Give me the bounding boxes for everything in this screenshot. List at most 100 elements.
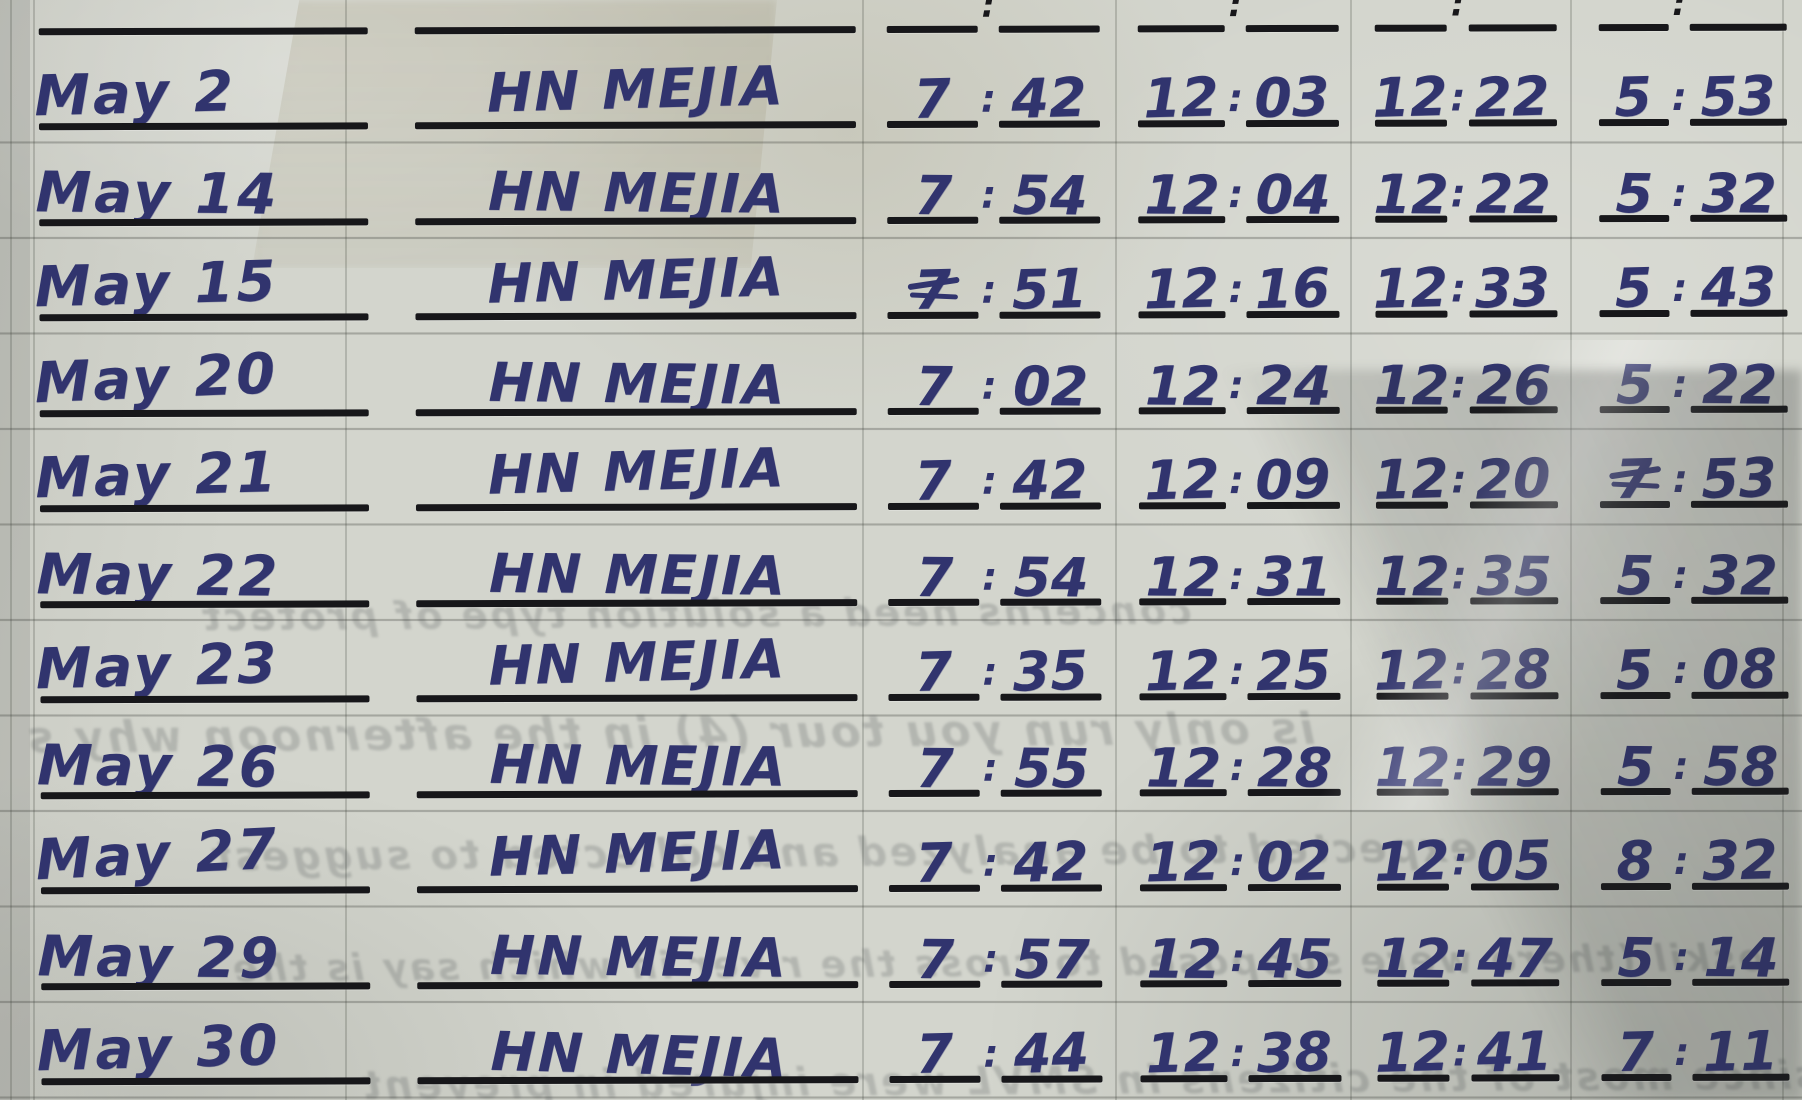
time-cell: 12 : 22 — [1349, 131, 1569, 227]
date-cell: May 29 — [1, 898, 371, 994]
minute-field: 44 — [1001, 1020, 1103, 1086]
hour-value: 12 — [1374, 1019, 1452, 1085]
colon-separator: : — [1451, 648, 1468, 693]
name-underline — [415, 503, 857, 512]
hour-field: 5 — [1599, 256, 1670, 320]
minute-field: 08 — [1691, 637, 1789, 702]
minute-value: 04 — [1255, 162, 1331, 227]
colon-separator: : — [1229, 840, 1246, 885]
hour-value: 12 — [1373, 828, 1451, 894]
minute-field: 43 — [1690, 255, 1788, 320]
minute-value: 33 — [1474, 255, 1552, 321]
hour-value: 12 — [1144, 162, 1220, 227]
minute-value: 51 — [1011, 256, 1088, 322]
colon-separator: : — [1229, 649, 1245, 694]
name-value: HN MEJIA — [489, 732, 788, 799]
hour-value: 7 — [912, 67, 952, 131]
hour-field: 12 — [1138, 447, 1226, 512]
time-cell: 5 : 22 — [1569, 322, 1801, 418]
colon-separator: : — [1673, 743, 1689, 788]
grid-vline — [862, 0, 864, 1100]
hour-field — [1374, 24, 1447, 32]
minute-field: 35 — [1470, 544, 1559, 608]
date-underline — [39, 408, 369, 417]
name-underline — [417, 980, 859, 989]
time-cell: 12 : 22 — [1349, 36, 1569, 132]
time-cell: 5 : 08 — [1570, 608, 1802, 704]
hour-field: 12 — [1373, 447, 1450, 512]
minute-value: 24 — [1255, 353, 1332, 418]
minute-value: 58 — [1702, 734, 1779, 799]
name-underline — [416, 598, 858, 607]
hour-field: 7 — [888, 640, 980, 704]
minute-value: 42 — [1012, 829, 1090, 895]
colon-separator: : — [982, 840, 999, 885]
hour-field: 12 — [1138, 162, 1226, 227]
grid-vline — [1350, 0, 1352, 1100]
colon-separator: : — [981, 0, 996, 26]
minute-value: 11 — [1701, 1019, 1779, 1084]
colon-separator: : — [1673, 647, 1689, 692]
hour-field: 5 — [1598, 65, 1669, 129]
hour-field — [1598, 23, 1669, 31]
name-value: HN MEJIA — [486, 245, 786, 316]
hour-value: 12 — [1373, 637, 1451, 703]
date-underline — [41, 981, 371, 990]
hour-value: 5 — [1615, 161, 1654, 225]
minute-field: 53 — [1690, 64, 1787, 129]
colon-separator: : — [983, 1031, 999, 1076]
time-cell: 12 : 33 — [1349, 227, 1569, 323]
hour-field: 5 — [1600, 638, 1671, 702]
time-cell: 7 : 51 — [861, 228, 1114, 324]
hour-field: 7 — [888, 831, 980, 895]
hour-field: 12 — [1374, 544, 1451, 608]
colon-separator: : — [1227, 76, 1244, 121]
hour-underline — [1374, 24, 1447, 32]
colon-separator: : — [1450, 362, 1467, 407]
table-row: May 21 HN MEJIA 7 : 42 12 : 09 12 : 20 7… — [0, 417, 1802, 517]
date-underline — [40, 599, 370, 608]
colon-separator: : — [981, 363, 997, 408]
name-cell: HN MEJIA — [346, 802, 863, 899]
name-underline — [416, 885, 858, 894]
hour-value: 12 — [1374, 544, 1451, 608]
colon-separator: : — [1452, 935, 1468, 980]
minute-field: 22 — [1468, 65, 1557, 129]
colon-separator: : — [1673, 934, 1690, 979]
minute-value: 26 — [1476, 352, 1552, 417]
colon-separator: : — [981, 458, 998, 503]
minute-value: 20 — [1474, 446, 1552, 512]
hour-value: 7 — [914, 831, 954, 895]
minute-value: 02 — [1255, 829, 1333, 895]
name-cell: HN MEJIA — [345, 515, 862, 612]
minute-value: 41 — [1476, 1019, 1554, 1085]
minute-field: 28 — [1247, 736, 1341, 799]
hour-field: 12 — [1140, 927, 1228, 991]
minute-value: 55 — [1013, 736, 1090, 800]
minute-field — [1245, 24, 1339, 32]
hour-value: 12 — [1145, 735, 1222, 800]
time-cell: 7 : 02 — [862, 323, 1115, 419]
minute-field: 54 — [1000, 545, 1102, 609]
colon-separator: : — [1672, 0, 1686, 24]
hour-value-overwritten: 7 — [912, 258, 952, 322]
colon-separator: : — [1674, 1029, 1690, 1074]
colon-separator: : — [983, 936, 999, 981]
minute-field: 03 — [1246, 65, 1339, 130]
time-cell: 5 : 14 — [1571, 895, 1802, 991]
date-value: May 20 — [33, 340, 280, 416]
name-value: HN MEJIA — [486, 54, 786, 125]
date-value: May 14 — [35, 159, 280, 228]
colon-separator: : — [1452, 1030, 1469, 1075]
date-underline — [38, 122, 368, 131]
table-row-blank: : : : : — [0, 0, 1801, 40]
time-cell: 12 : 28 — [1115, 705, 1350, 801]
hour-underline — [886, 25, 978, 33]
minute-value: 32 — [1701, 828, 1779, 893]
colon-separator: : — [1450, 0, 1465, 25]
minute-field: 05 — [1470, 829, 1559, 893]
minute-value: 44 — [1013, 1020, 1090, 1086]
time-cell: 12 : 20 — [1350, 418, 1570, 514]
minute-field: 57 — [1001, 927, 1103, 991]
